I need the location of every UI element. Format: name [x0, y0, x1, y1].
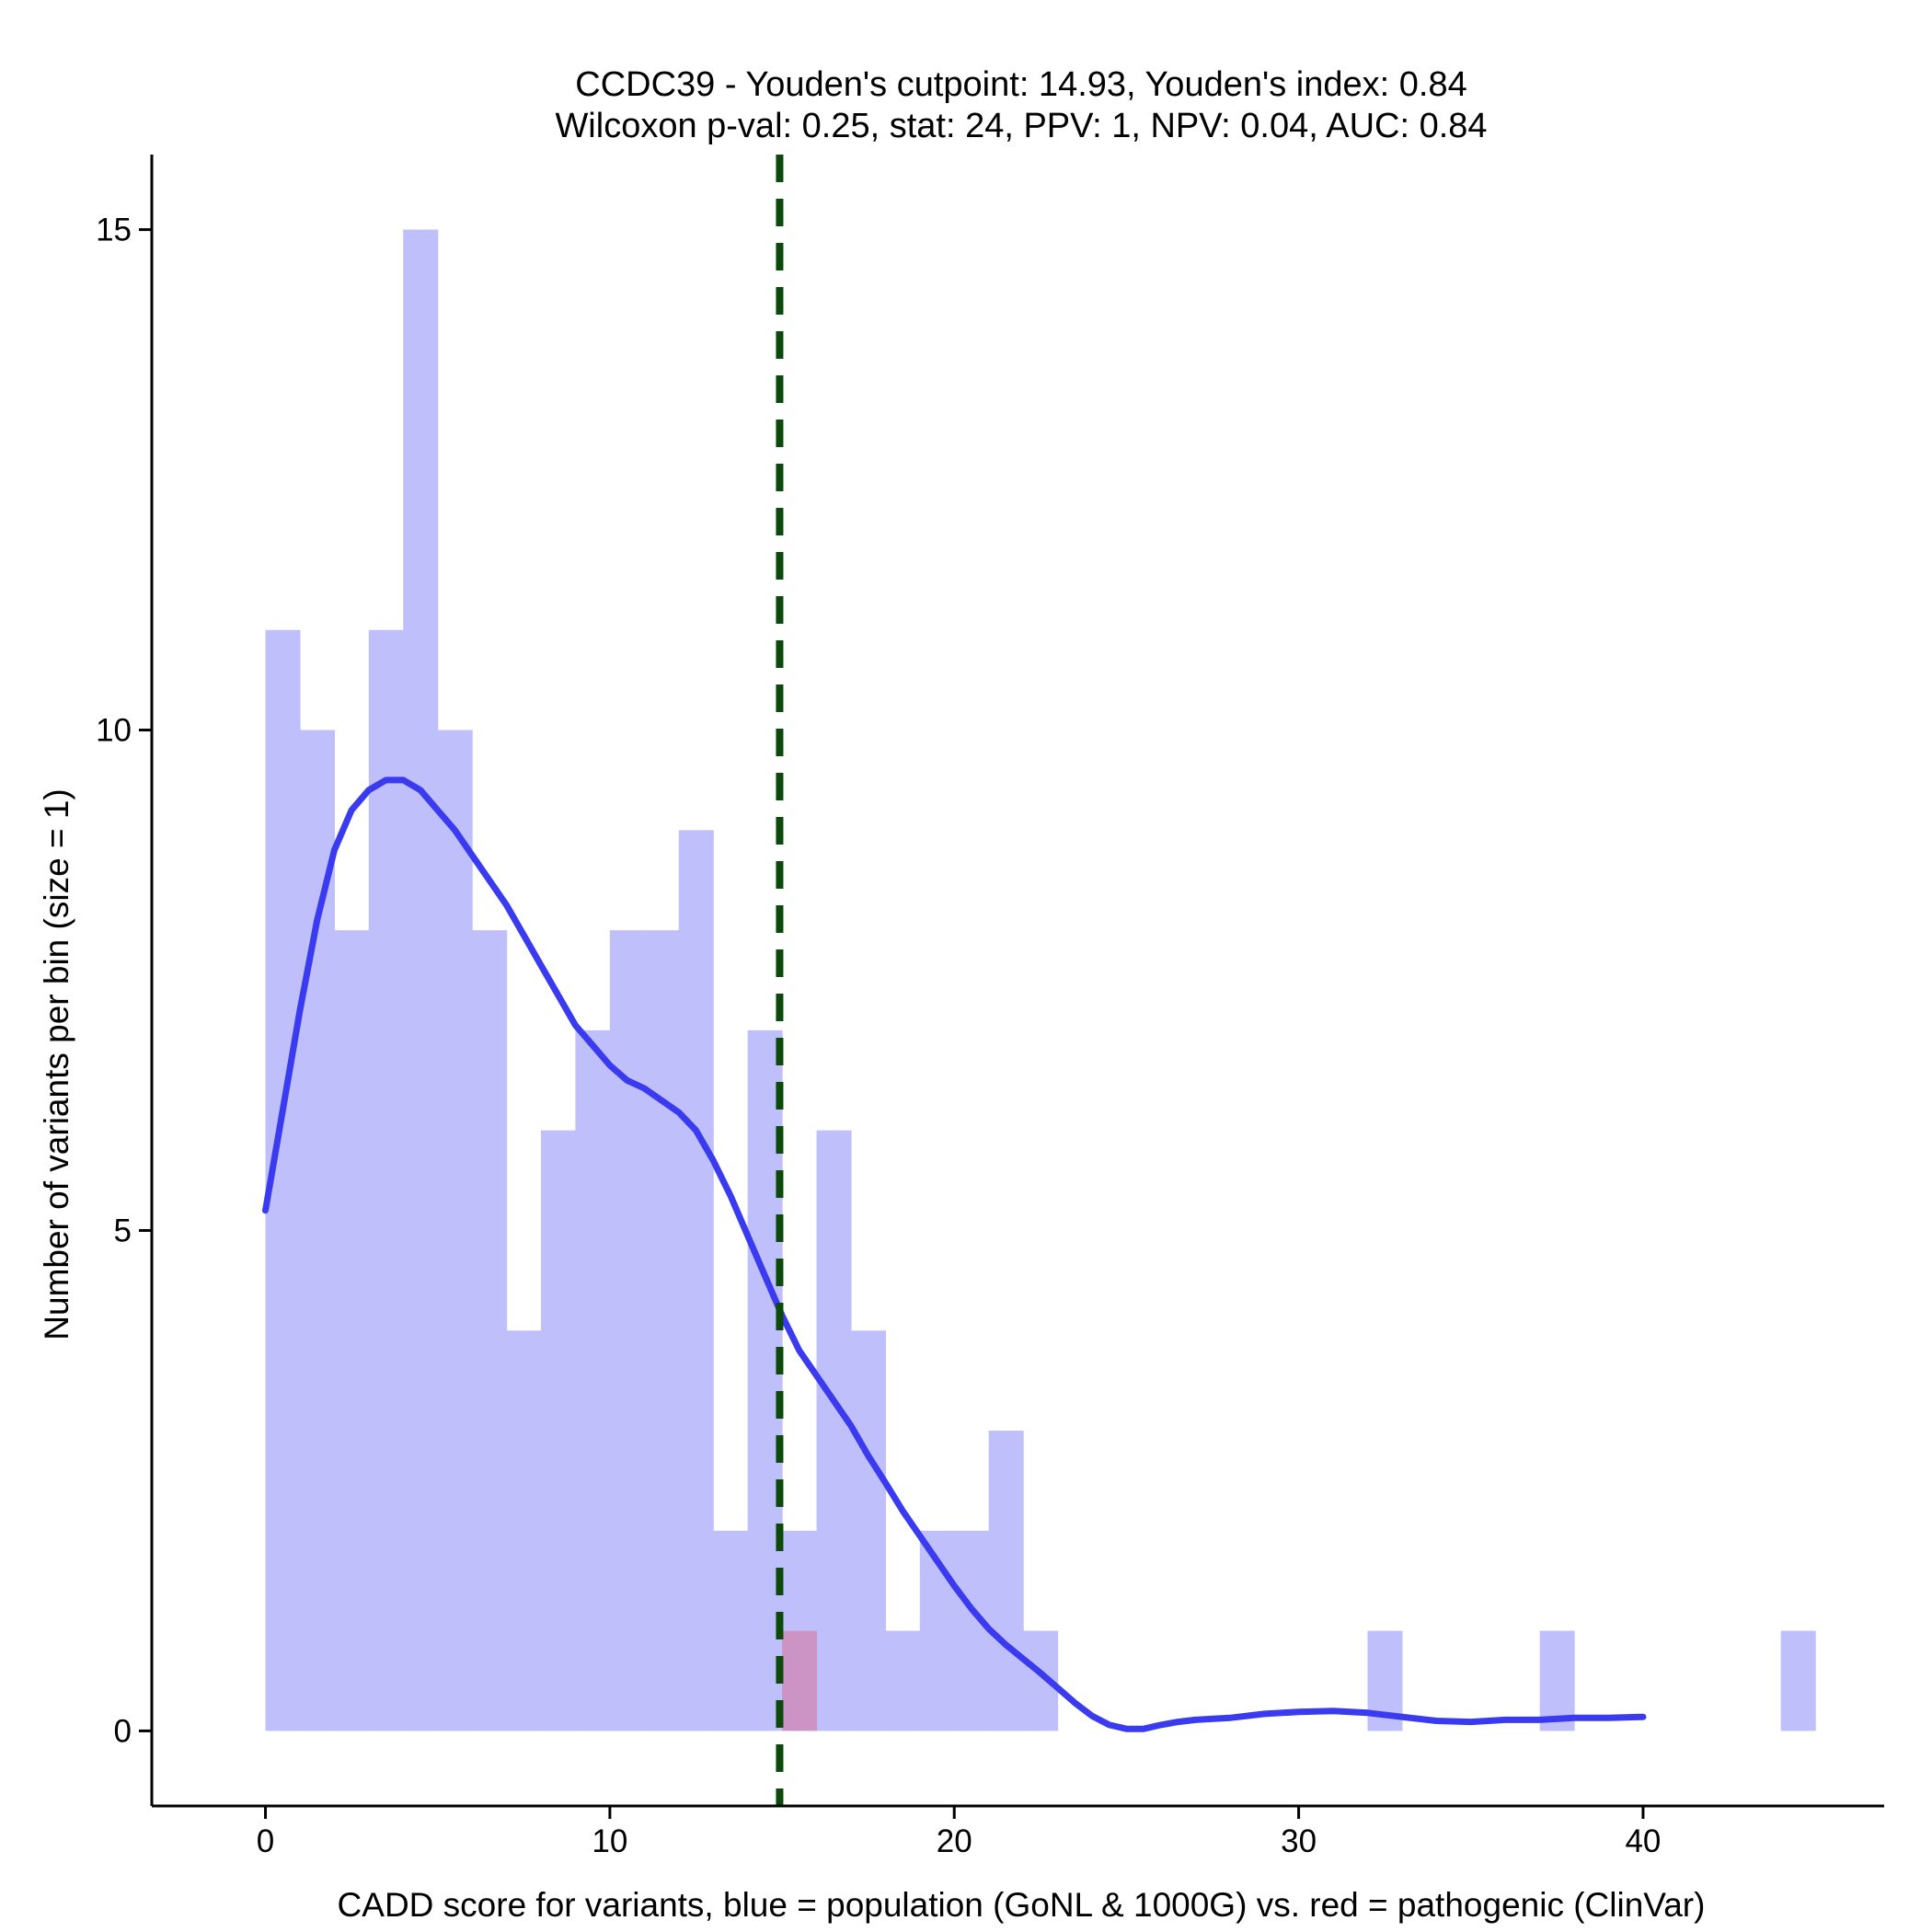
population-bar	[816, 1130, 852, 1731]
population-bar	[299, 730, 336, 1731]
population-bar	[541, 1130, 577, 1731]
population-bar	[988, 1431, 1024, 1731]
population-bar	[609, 930, 645, 1731]
density-curve-line	[262, 776, 1647, 1732]
population-bar	[644, 930, 680, 1731]
chart-title-line1: CCDC39 - Youden's cutpoint: 14.93, Youde…	[575, 65, 1466, 104]
y-tick-label: 10	[96, 713, 132, 749]
population-bar	[472, 930, 508, 1731]
population-bar	[1780, 1630, 1816, 1731]
population-bar	[575, 1029, 611, 1731]
population-bar	[506, 1330, 542, 1731]
x-axis-label: CADD score for variants, blue = populati…	[338, 1886, 1706, 1924]
y-tick-label: 5	[114, 1213, 132, 1248]
bars-layer	[265, 229, 1816, 1731]
population-bar	[334, 930, 370, 1731]
population-bar	[1539, 1630, 1575, 1731]
pathogenic-bar	[782, 1630, 818, 1731]
x-tick-label: 10	[592, 1823, 627, 1859]
population-bar	[437, 730, 473, 1731]
y-tick-label: 0	[114, 1713, 132, 1749]
x-tick-label: 0	[257, 1823, 274, 1859]
y-axis-label: Number of variants per bin (size = 1)	[38, 788, 75, 1340]
x-tick-label: 30	[1281, 1823, 1317, 1859]
population-bar	[954, 1530, 990, 1731]
population-bar	[403, 229, 439, 1731]
x-tick-label: 20	[937, 1823, 972, 1859]
population-bar	[850, 1330, 886, 1731]
population-bar	[885, 1630, 921, 1731]
population-bar	[713, 1530, 749, 1731]
density-layer	[262, 776, 1647, 1732]
population-bar	[678, 830, 714, 1731]
population-bar	[368, 629, 404, 1731]
axes-layer: 0 10 20 30 40 0 5 10 15	[96, 155, 1884, 1859]
y-tick-label: 15	[96, 213, 132, 248]
chart-title-line2: Wilcoxon p-val: 0.25, stat: 24, PPV: 1, …	[555, 107, 1487, 145]
x-tick-label: 40	[1625, 1823, 1661, 1859]
